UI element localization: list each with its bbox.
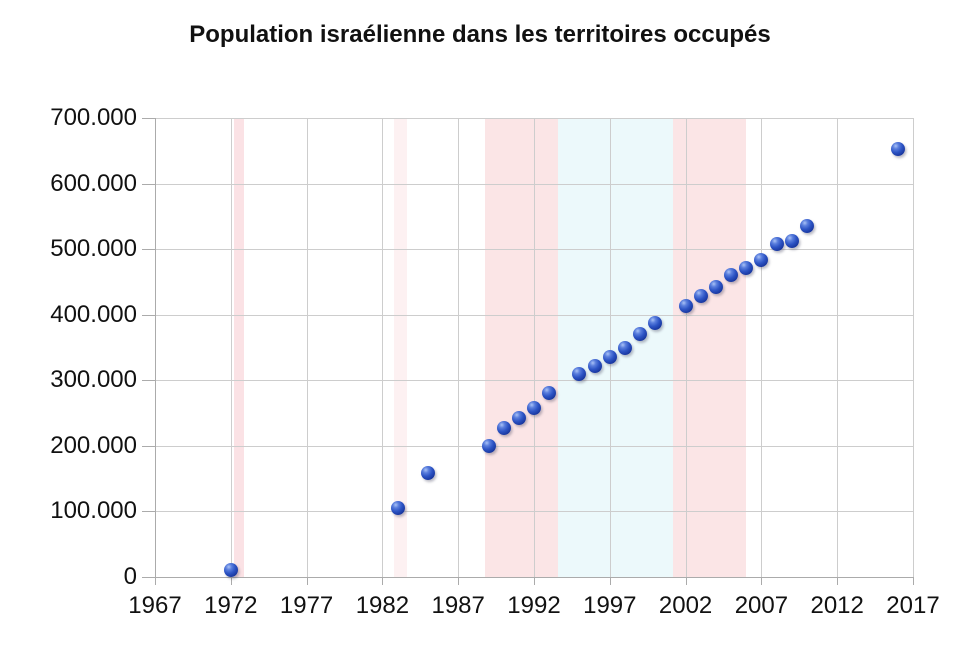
y-tick-label: 100.000 [50, 497, 137, 525]
data-point [602, 350, 617, 365]
y-tick-label: 700.000 [50, 104, 137, 131]
x-tick-label: 1982 [355, 592, 410, 619]
data-point [890, 141, 905, 156]
data-point [587, 358, 602, 373]
x-axis-tick [382, 577, 384, 585]
gridline-vertical [609, 118, 611, 577]
data-point [223, 563, 238, 578]
x-tick-label: 1992 [507, 592, 561, 619]
gridline-vertical [837, 118, 839, 577]
x-axis-tick [458, 577, 460, 585]
data-point [739, 260, 754, 275]
x-tick-label: 1972 [204, 592, 258, 619]
gridline-horizontal [155, 118, 913, 119]
data-point [496, 421, 511, 436]
data-point [527, 401, 541, 416]
data-point [799, 219, 814, 234]
data-point [724, 268, 739, 283]
x-tick-label: 2002 [658, 592, 713, 619]
event-shading-band [558, 118, 674, 577]
gridline-vertical [685, 118, 687, 577]
gridline-horizontal [155, 314, 913, 316]
data-point [511, 411, 526, 426]
data-point [754, 253, 769, 268]
data-point [420, 466, 435, 481]
y-axis-line [155, 118, 156, 577]
data-point [542, 385, 557, 400]
chart-title: Population israélienne dans les territoi… [189, 21, 771, 48]
x-axis-tick [685, 577, 687, 585]
x-tick-label: 2017 [886, 592, 940, 619]
data-point [390, 501, 405, 516]
y-axis-tick [142, 380, 155, 382]
gridline-horizontal [155, 511, 913, 513]
x-tick-label: 1967 [128, 592, 182, 619]
data-point [633, 327, 648, 342]
y-tick-label: 600.000 [50, 169, 137, 197]
gridline-horizontal [155, 380, 913, 382]
y-axis-tick [142, 445, 155, 447]
gridline-vertical [306, 118, 308, 577]
event-shading-band [393, 118, 407, 577]
y-axis-tick [142, 249, 155, 251]
y-tick-label: 500.000 [50, 235, 137, 263]
gridline-vertical [458, 118, 460, 577]
event-shading-band [233, 118, 244, 577]
event-shading-band [485, 118, 559, 577]
x-axis-tick [837, 577, 839, 585]
x-tick-label: 2007 [734, 592, 789, 619]
y-tick-label: 200.000 [50, 431, 137, 459]
data-point [678, 298, 693, 313]
data-point [708, 279, 723, 294]
gridline-horizontal [155, 183, 913, 185]
gridline-vertical [230, 118, 232, 577]
data-point [572, 366, 587, 381]
x-axis-tick [534, 577, 535, 585]
gridline-vertical [761, 118, 763, 577]
event-shading-band [673, 118, 747, 577]
x-axis-tick [306, 577, 308, 585]
data-point [784, 234, 799, 249]
gridline-vertical [534, 118, 535, 577]
gridline-horizontal [155, 249, 913, 251]
y-axis-tick [142, 577, 155, 578]
x-tick-label: 2012 [810, 592, 864, 619]
data-point [693, 289, 708, 304]
x-axis-tick [761, 577, 763, 585]
plot-area [155, 118, 914, 578]
data-point [481, 438, 496, 453]
data-point [769, 236, 784, 251]
x-axis-tick [230, 577, 232, 585]
y-tick-label: 400.000 [50, 300, 137, 328]
y-axis-tick [142, 183, 155, 185]
y-axis-tick [142, 314, 155, 316]
x-axis-tick [155, 577, 156, 585]
x-tick-label: 1987 [431, 592, 485, 619]
y-tick-label: 0 [123, 563, 137, 590]
x-axis-tick [913, 577, 914, 585]
data-point [617, 340, 632, 355]
gridline-vertical [382, 118, 384, 577]
y-axis-tick [142, 118, 155, 119]
y-axis-tick [142, 511, 155, 513]
gridline-horizontal [155, 445, 913, 447]
x-axis-tick [609, 577, 611, 585]
gridline-vertical [913, 118, 914, 577]
x-tick-label: 1997 [583, 592, 637, 619]
y-tick-label: 300.000 [50, 366, 137, 394]
data-point [648, 316, 663, 331]
x-tick-label: 1977 [279, 592, 334, 619]
